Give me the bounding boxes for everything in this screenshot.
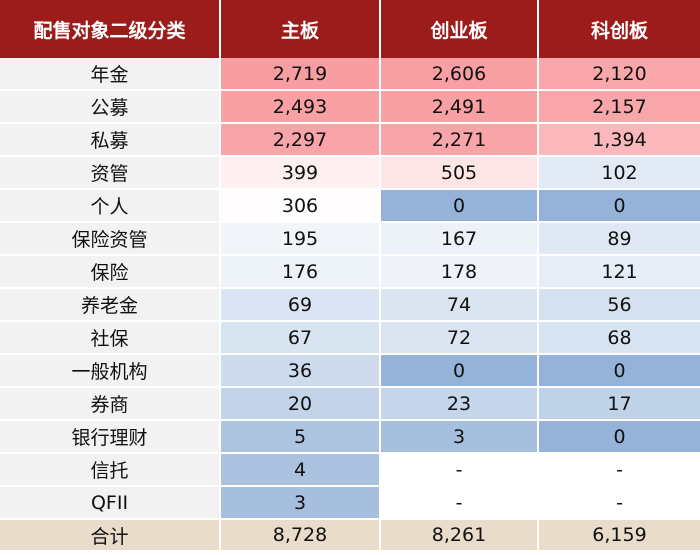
value-cell: 36 bbox=[221, 355, 381, 388]
value-cell: 167 bbox=[381, 223, 539, 256]
value-cell: - bbox=[381, 454, 539, 487]
value-cell: 0 bbox=[539, 355, 700, 388]
table-row: 社保 67 72 68 bbox=[0, 322, 700, 355]
row-label: 个人 bbox=[0, 190, 221, 223]
value-cell: 72 bbox=[381, 322, 539, 355]
table-row: QFII 3- - bbox=[0, 487, 700, 520]
total-cell: 6,159 bbox=[539, 520, 700, 550]
table-row: 一般机构 36 0 0 bbox=[0, 355, 700, 388]
row-label: 社保 bbox=[0, 322, 221, 355]
row-label: 年金 bbox=[0, 58, 221, 91]
value-cell: 178 bbox=[381, 256, 539, 289]
table-row: 券商 20 23 17 bbox=[0, 388, 700, 421]
header-main-board: 主板 bbox=[221, 0, 381, 58]
row-label: 公募 bbox=[0, 91, 221, 124]
value-cell: 102 bbox=[539, 157, 700, 190]
value-cell: 69 bbox=[221, 289, 381, 322]
table-row: 养老金 69 74 56 bbox=[0, 289, 700, 322]
value-cell: 3 bbox=[381, 421, 539, 454]
table-row: 银行理财 5 3 0 bbox=[0, 421, 700, 454]
row-label: QFII bbox=[0, 487, 221, 520]
row-label: 私募 bbox=[0, 124, 221, 157]
value-cell: 306 bbox=[221, 190, 381, 223]
row-label: 券商 bbox=[0, 388, 221, 421]
header-row: 配售对象二级分类 主板 创业板 科创板 bbox=[0, 0, 700, 58]
value-cell: 56 bbox=[539, 289, 700, 322]
value-cell: 121 bbox=[539, 256, 700, 289]
table-row: 保险 176 178 121 bbox=[0, 256, 700, 289]
row-label: 一般机构 bbox=[0, 355, 221, 388]
value-cell: 2,606 bbox=[381, 58, 539, 91]
value-cell: 2,493 bbox=[221, 91, 381, 124]
value-cell: 399 bbox=[221, 157, 381, 190]
table-row: 年金 2,719 2,606 2,120 bbox=[0, 58, 700, 91]
value-cell: 20 bbox=[221, 388, 381, 421]
table-body: 年金 2,719 2,606 2,120 公募 2,493 2,491 2,157 私募 2,29… bbox=[0, 58, 700, 520]
header-category: 配售对象二级分类 bbox=[0, 0, 221, 58]
value-cell: 505 bbox=[381, 157, 539, 190]
value-cell: 1,394 bbox=[539, 124, 700, 157]
row-label: 信托 bbox=[0, 454, 221, 487]
row-label: 银行理财 bbox=[0, 421, 221, 454]
value-cell: 17 bbox=[539, 388, 700, 421]
value-cell: 67 bbox=[221, 322, 381, 355]
value-cell: 4 bbox=[221, 454, 381, 487]
value-cell: 74 bbox=[381, 289, 539, 322]
value-cell: 2,271 bbox=[381, 124, 539, 157]
table-row: 私募 2,297 2,271 1,394 bbox=[0, 124, 700, 157]
header-chinext: 创业板 bbox=[381, 0, 539, 58]
table-row: 个人 306 0 0 bbox=[0, 190, 700, 223]
value-cell: 0 bbox=[381, 355, 539, 388]
value-cell: 2,157 bbox=[539, 91, 700, 124]
value-cell: 0 bbox=[381, 190, 539, 223]
row-label: 养老金 bbox=[0, 289, 221, 322]
value-cell: 2,719 bbox=[221, 58, 381, 91]
value-cell: 2,491 bbox=[381, 91, 539, 124]
value-cell: 2,297 bbox=[221, 124, 381, 157]
row-label: 保险资管 bbox=[0, 223, 221, 256]
table-row: 信托 4- - bbox=[0, 454, 700, 487]
total-cell: 8,728 bbox=[221, 520, 381, 550]
value-cell: 89 bbox=[539, 223, 700, 256]
row-label: 资管 bbox=[0, 157, 221, 190]
value-cell: 23 bbox=[381, 388, 539, 421]
table-row: 公募 2,493 2,491 2,157 bbox=[0, 91, 700, 124]
total-row: 合计 8,728 8,261 6,159 bbox=[0, 520, 700, 550]
value-cell: 0 bbox=[539, 190, 700, 223]
value-cell: 5 bbox=[221, 421, 381, 454]
value-cell: - bbox=[381, 487, 539, 520]
value-cell: - bbox=[539, 454, 700, 487]
total-cell: 8,261 bbox=[381, 520, 539, 550]
total-label: 合计 bbox=[0, 520, 221, 550]
value-cell: 0 bbox=[539, 421, 700, 454]
row-label: 保险 bbox=[0, 256, 221, 289]
header-star-market: 科创板 bbox=[539, 0, 700, 58]
value-cell: 68 bbox=[539, 322, 700, 355]
table-row: 保险资管 195 167 89 bbox=[0, 223, 700, 256]
value-cell: - bbox=[539, 487, 700, 520]
value-cell: 2,120 bbox=[539, 58, 700, 91]
value-cell: 176 bbox=[221, 256, 381, 289]
table-row: 资管 399 505 102 bbox=[0, 157, 700, 190]
value-cell: 3 bbox=[221, 487, 381, 520]
value-cell: 195 bbox=[221, 223, 381, 256]
